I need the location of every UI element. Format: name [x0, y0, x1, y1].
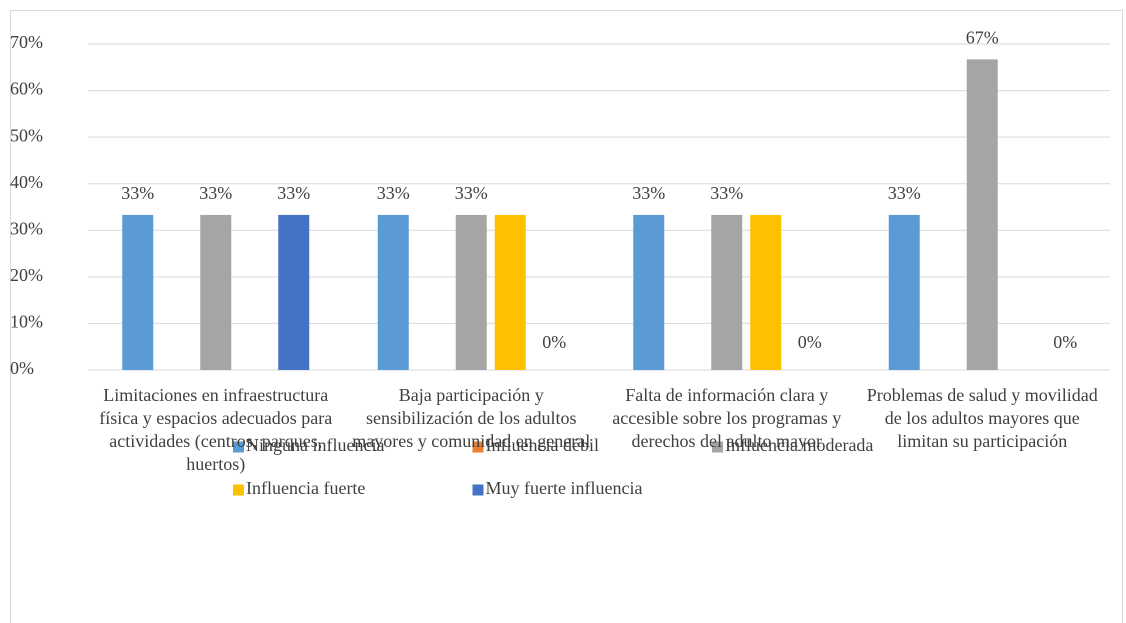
bar — [122, 214, 154, 370]
data-label: 33% — [455, 183, 488, 203]
bar — [966, 59, 998, 371]
data-label: 67% — [966, 27, 999, 47]
x-tick-label: Problemas de salud y movilidad de los ad… — [866, 385, 1098, 451]
bar — [377, 214, 409, 370]
legend-swatch — [712, 441, 723, 453]
bar — [494, 214, 526, 370]
data-label: 0% — [798, 332, 822, 352]
x-tick-label: Limitaciones en infraestructura física y… — [99, 385, 333, 474]
data-label: 33% — [888, 183, 921, 203]
chart-border — [10, 10, 1123, 623]
data-label: 0% — [1053, 332, 1077, 352]
data-label: 33% — [377, 183, 410, 203]
data-label: 33% — [710, 183, 743, 203]
bar — [711, 214, 743, 370]
y-tick-label: 20% — [10, 265, 43, 285]
y-tick-label: 50% — [10, 125, 43, 145]
x-tick-label: Baja participación y sensibilización de … — [352, 385, 591, 451]
legend-swatch — [233, 484, 244, 496]
data-label: 33% — [277, 183, 310, 203]
y-tick-label: 70% — [10, 32, 43, 52]
y-tick-label: 40% — [10, 172, 43, 192]
y-tick-label: 0% — [10, 358, 34, 378]
bar — [633, 214, 665, 370]
bar — [455, 214, 487, 370]
legend-swatch — [233, 441, 244, 453]
data-label: 0% — [542, 332, 566, 352]
data-label: 33% — [632, 183, 665, 203]
y-tick-label: 10% — [10, 312, 43, 332]
legend-label: Influencia débil — [486, 435, 599, 455]
data-label: 33% — [199, 183, 232, 203]
y-tick-label: 30% — [10, 218, 43, 238]
legend-swatch — [472, 441, 484, 453]
legend-label: Influencia moderada — [725, 435, 873, 455]
y-tick-label: 60% — [10, 79, 43, 99]
bar — [750, 214, 782, 370]
legend-swatch — [472, 484, 484, 496]
x-tick-label: Falta de información clara y accesible s… — [612, 385, 842, 451]
legend-label: Influencia fuerte — [246, 478, 365, 498]
legend-label: Muy fuerte influencia — [486, 478, 643, 498]
data-label: 33% — [121, 183, 154, 203]
bar — [200, 214, 232, 370]
bar — [278, 214, 310, 370]
bar — [888, 214, 920, 370]
legend-label: Ninguna influencia — [246, 435, 384, 455]
